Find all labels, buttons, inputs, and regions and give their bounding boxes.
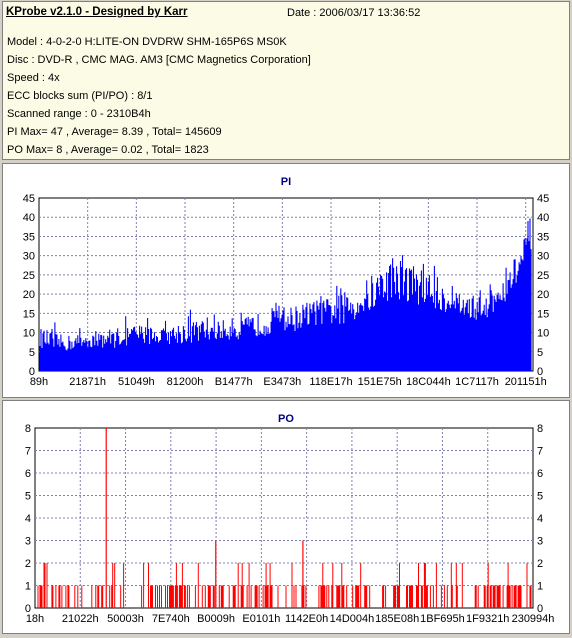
pi-x-tick-label: 18C044h	[406, 376, 451, 388]
pi-x-tick-label: 201151h	[505, 376, 547, 388]
pi-y-tick-label-right: 5	[537, 347, 543, 359]
po-y-tick-label-left: 8	[25, 423, 31, 435]
po-y-tick-label-right: 6	[537, 468, 543, 480]
po-y-tick-label-right: 1	[537, 581, 543, 593]
po-y-tick-label-left: 2	[25, 558, 31, 570]
po-bars	[37, 563, 532, 608]
pi-y-tick-label-left: 25	[23, 270, 35, 282]
pi-y-tick-label-right: 30	[537, 251, 549, 263]
po-y-tick-label-right: 4	[537, 513, 543, 525]
pi-y-tick-label-left: 10	[23, 328, 35, 340]
pi-y-tick-label-right: 40	[537, 212, 549, 224]
pi-x-tick-label: 21871h	[69, 376, 106, 388]
po-chart-panel: PO 0 0 1 1 2 2 3 3 4 4 5 5 6 6 7 7 8 8 18h 21022h 50003h 7E74…	[2, 400, 570, 634]
pi-y-tick-label-right: 35	[537, 231, 549, 243]
pi-x-tick-label: 151E75h	[358, 376, 402, 388]
po-y-tick-label-left: 6	[25, 468, 31, 480]
pi-y-tick-label-right: 10	[537, 328, 549, 340]
pi-x-tick-label: 51049h	[118, 376, 155, 388]
po-x-tick-label: B0009h	[197, 613, 235, 625]
po-x-tick-label: 14D004h	[330, 613, 375, 625]
po-x-tick-label: 18h	[26, 613, 44, 625]
speed-line: Speed : 4x	[7, 72, 60, 84]
pi-y-tick-label-right: 45	[537, 193, 549, 205]
po-y-tick-label-right: 3	[537, 536, 543, 548]
pi-y-tick-label-left: 5	[29, 347, 35, 359]
po-stats-line: PO Max= 8 , Average= 0.02 , Total= 1823	[7, 144, 209, 156]
pi-y-tick-label-right: 25	[537, 270, 549, 282]
pi-y-tick-label-left: 0	[29, 366, 35, 378]
pi-y-tick-label-right: 15	[537, 308, 549, 320]
po-chart-title: PO	[278, 413, 294, 425]
pi-y-tick-label-left: 20	[23, 289, 35, 301]
po-y-tick-label-right: 5	[537, 491, 543, 503]
po-y-tick-label-left: 0	[25, 603, 31, 615]
info-panel: KProbe v2.1.0 - Designed by Karr Date : …	[2, 1, 570, 160]
po-x-tick-label: 1BF695h	[420, 613, 465, 625]
po-y-tick-label-right: 7	[537, 446, 543, 458]
po-y-tick-label-left: 1	[25, 581, 31, 593]
po-chart: PO 0 0 1 1 2 2 3 3 4 4 5 5 6 6 7 7 8 8 18h 21022h 50003h 7E74…	[25, 413, 555, 625]
pi-y-tick-label-left: 15	[23, 308, 35, 320]
pi-x-tick-label: E3473h	[263, 376, 301, 388]
pi-x-tick-label: B1477h	[215, 376, 253, 388]
disc-line: Disc : DVD-R , CMC MAG. AM3 [CMC Magneti…	[7, 54, 311, 66]
po-y-tick-label-left: 4	[25, 513, 31, 525]
po-x-tick-label: 1142E0h	[285, 613, 328, 625]
po-y-tick-label-right: 0	[537, 603, 543, 615]
po-x-tick-label: 50003h	[107, 613, 144, 625]
pi-x-tick-label: 81200h	[167, 376, 204, 388]
pi-x-tick-label: 118E17h	[309, 376, 352, 388]
po-x-tick-label: 230994h	[512, 613, 555, 625]
pi-y-tick-label-left: 40	[23, 212, 35, 224]
po-y-tick-label-right: 2	[537, 558, 543, 570]
app-title: KProbe v2.1.0 - Designed by Karr	[6, 6, 188, 18]
scanned-range-line: Scanned range : 0 - 2310B4h	[7, 108, 151, 120]
po-x-tick-label: 185E08h	[375, 613, 419, 625]
model-line: Model : 4-0-2-0 H:LITE-ON DVDRW SHM-165P…	[7, 36, 287, 48]
pi-bars	[39, 218, 532, 371]
pi-chart: PI 0 0 5 5 10 10 15 15 20 20 25 25 30 30 35 35 40 40 45 45 8…	[23, 176, 550, 388]
pi-y-tick-label-left: 45	[23, 193, 35, 205]
scan-date: Date : 2006/03/17 13:36:52	[287, 7, 421, 19]
pi-y-tick-label-right: 20	[537, 289, 549, 301]
pi-y-tick-label-right: 0	[537, 366, 543, 378]
po-x-tick-label: 21022h	[62, 613, 99, 625]
pi-stats-line: PI Max= 47 , Average= 8.39 , Total= 1456…	[7, 126, 222, 138]
pi-y-tick-label-left: 30	[23, 251, 35, 263]
pi-x-tick-label: 89h	[30, 376, 48, 388]
pi-chart-title: PI	[281, 176, 291, 188]
pi-y-tick-label-left: 35	[23, 231, 35, 243]
po-y-tick-label-left: 7	[25, 446, 31, 458]
pi-x-tick-label: 1C7117h	[455, 376, 499, 388]
po-x-tick-label: E0101h	[242, 613, 280, 625]
po-y-tick-label-right: 8	[537, 423, 543, 435]
po-y-tick-label-left: 3	[25, 536, 31, 548]
po-y-tick-label-left: 5	[25, 491, 31, 503]
po-x-tick-label: 7E740h	[152, 613, 190, 625]
pi-chart-panel: PI 0 0 5 5 10 10 15 15 20 20 25 25 30 30 35 35 40 40 45 45 8…	[2, 163, 570, 398]
po-x-tick-label: 1F9321h	[466, 613, 509, 625]
ecc-line: ECC blocks sum (PI/PO) : 8/1	[7, 90, 153, 102]
